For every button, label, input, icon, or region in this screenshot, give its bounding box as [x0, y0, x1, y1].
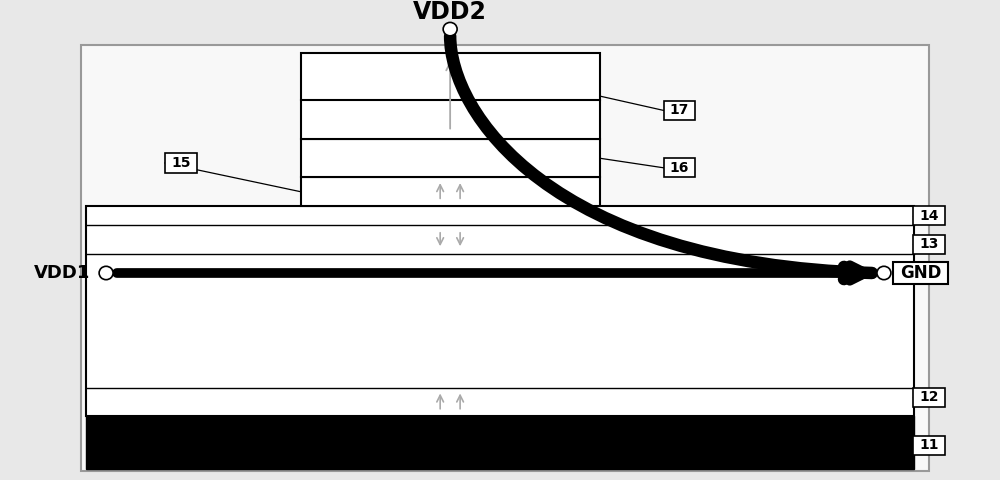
Circle shape — [877, 266, 891, 280]
Text: 11: 11 — [919, 438, 939, 452]
Bar — [893, 263, 948, 284]
Bar — [913, 206, 945, 225]
Bar — [86, 417, 914, 469]
Text: 14: 14 — [919, 209, 939, 223]
Text: VDD2: VDD2 — [413, 0, 487, 24]
Bar — [664, 101, 695, 120]
Bar — [913, 435, 945, 455]
Bar — [913, 235, 945, 254]
Bar — [81, 46, 929, 471]
Bar — [913, 388, 945, 407]
Bar — [664, 158, 695, 177]
Text: GND: GND — [900, 264, 941, 282]
Text: 13: 13 — [919, 237, 938, 252]
Circle shape — [99, 266, 113, 280]
Bar — [301, 53, 600, 139]
Bar — [86, 206, 914, 417]
Bar — [301, 139, 600, 177]
Text: 12: 12 — [919, 390, 939, 404]
Bar — [301, 177, 600, 206]
Text: 17: 17 — [670, 103, 689, 118]
Text: 16: 16 — [670, 161, 689, 175]
Circle shape — [443, 23, 457, 36]
Text: VDD1: VDD1 — [34, 264, 90, 282]
Bar — [165, 154, 197, 173]
Text: 15: 15 — [171, 156, 191, 170]
